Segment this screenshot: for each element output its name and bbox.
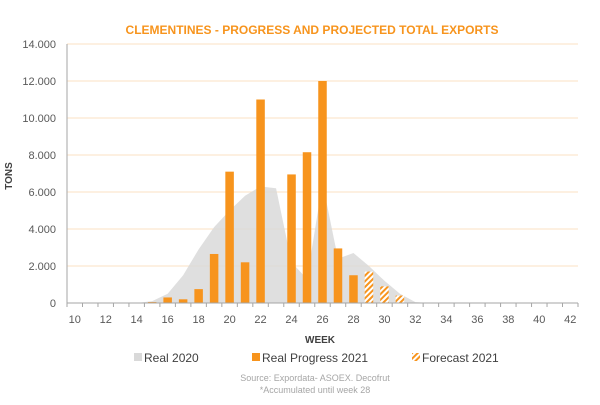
x-tick-label: 26 — [316, 314, 328, 326]
legend-label-real-2020: Real 2020 — [144, 351, 199, 365]
y-tick-label: 4.000 — [28, 224, 56, 236]
y-axis-label: TONS — [4, 162, 15, 190]
chart-title: CLEMENTINES - PROGRESS AND PROJECTED TOT… — [126, 23, 499, 37]
y-tick-label: 6.000 — [28, 187, 56, 199]
bar-forecast-2021 — [364, 271, 374, 303]
legend-swatch-real-2020 — [134, 353, 142, 361]
x-tick-label: 38 — [502, 314, 514, 326]
x-tick-label: 34 — [440, 314, 452, 326]
x-tick-label: 14 — [131, 314, 143, 326]
bar-real-progress-2021 — [256, 99, 265, 303]
bar-forecast-2021 — [380, 286, 389, 303]
x-tick-label: 24 — [285, 314, 297, 326]
bar-real-progress-2021 — [287, 174, 296, 303]
x-tick-label: 42 — [564, 314, 576, 326]
x-axis-label: WEEK — [305, 335, 336, 346]
bar-real-progress-2021 — [318, 81, 327, 303]
legend: Real 2020 Real Progress 2021 Forecast 20… — [134, 351, 499, 365]
bar-real-progress-2021 — [209, 253, 219, 303]
y-tick-label: 12.000 — [22, 76, 56, 88]
legend-swatch-forecast-2021 — [412, 353, 420, 361]
x-tick-label: 12 — [100, 314, 112, 326]
bar-real-progress-2021 — [349, 275, 358, 303]
x-tick-label: 18 — [192, 314, 204, 326]
source-note: Source: Expordata- ASOEX. Decofrut — [240, 373, 390, 383]
bar-real-progress-2021 — [194, 289, 203, 303]
y-axis-ticks: 0 2.000 4.000 6.000 8.000 10.000 12.000 14.000 — [22, 39, 56, 310]
y-tick-label: 8.000 — [28, 150, 56, 162]
y-tick-label: 14.000 — [22, 39, 56, 51]
bar-forecast-2021 — [395, 295, 405, 303]
y-tick-label: 2.000 — [28, 261, 56, 273]
bar-real-progress-2021 — [240, 262, 250, 303]
x-tick-label: 32 — [409, 314, 421, 326]
x-tick-label: 10 — [69, 314, 81, 326]
y-tick-label: 10.000 — [22, 113, 56, 125]
bar-real-progress-2021 — [302, 152, 312, 303]
x-tick-label: 40 — [533, 314, 545, 326]
legend-label-forecast-2021: Forecast 2021 — [422, 351, 499, 365]
x-tick-label: 20 — [223, 314, 235, 326]
bar-real-progress-2021 — [163, 297, 172, 303]
x-tick-label: 30 — [378, 314, 390, 326]
legend-label-real-progress-2021: Real Progress 2021 — [262, 351, 368, 365]
legend-swatch-real-progress-2021 — [252, 353, 260, 361]
bar-real-progress-2021 — [178, 299, 188, 303]
series-forecast-2021 — [364, 271, 405, 303]
x-tick-label: 36 — [471, 314, 483, 326]
bar-real-progress-2021 — [333, 248, 343, 303]
x-tick-label: 22 — [254, 314, 266, 326]
bar-real-progress-2021 — [225, 171, 234, 303]
x-axis-ticks: 10 12 14 16 18 20 22 24 26 28 30 32 34 36 38 40 42 — [69, 314, 577, 326]
x-tick-label: 28 — [347, 314, 359, 326]
y-tick-label: 0 — [50, 298, 56, 310]
accumulated-note: *Accumulated until week 28 — [260, 385, 371, 395]
x-tick-label: 16 — [162, 314, 174, 326]
series-real-progress-2021 — [147, 81, 358, 303]
axes — [66, 44, 579, 307]
